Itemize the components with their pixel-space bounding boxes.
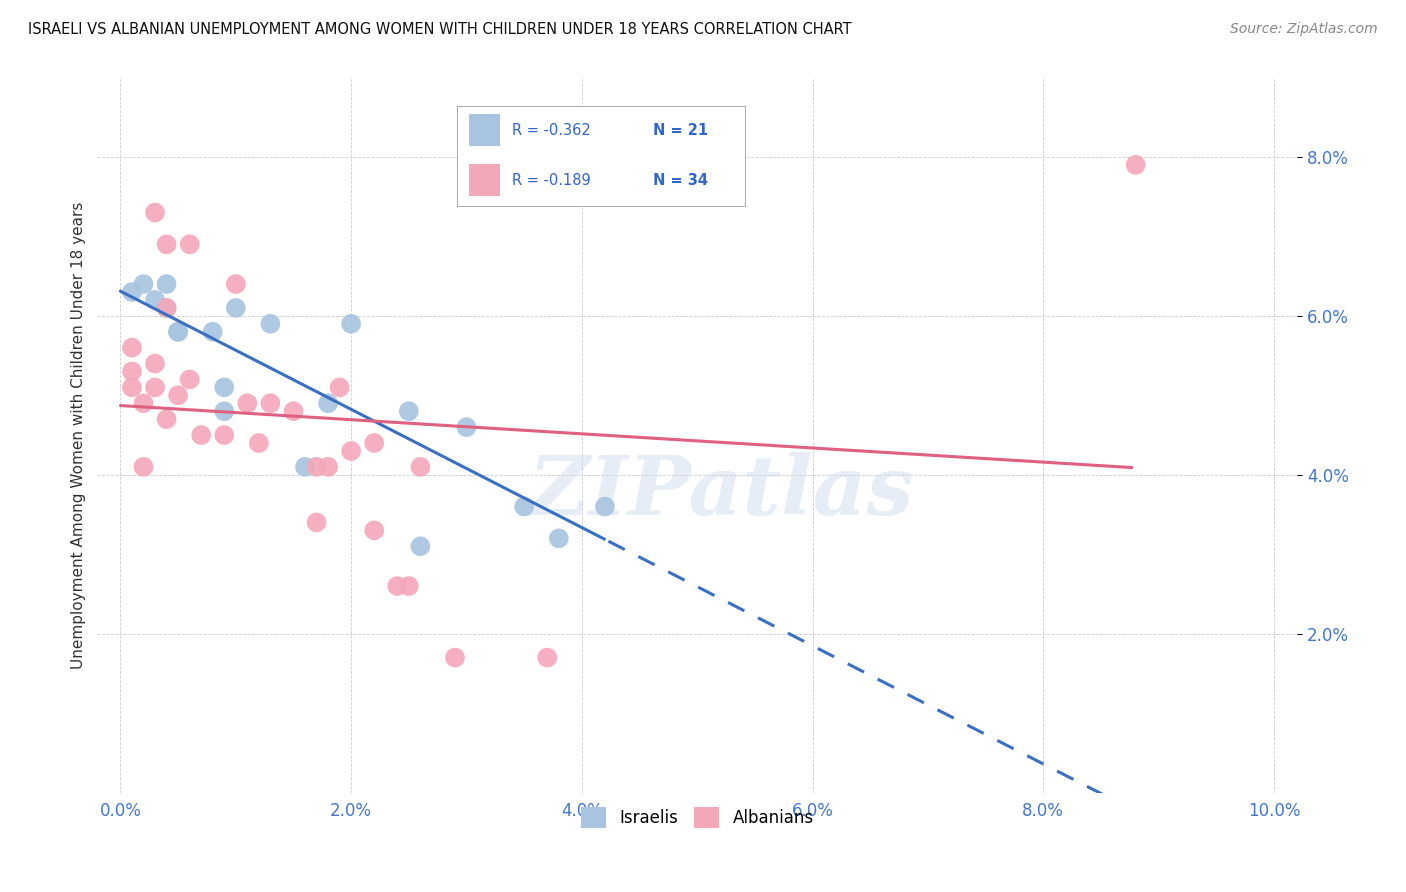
Point [316, 459, 339, 474]
Point [236, 396, 259, 410]
Point [201, 325, 224, 339]
Point [283, 404, 305, 418]
Text: ZIPatlas: ZIPatlas [529, 452, 914, 533]
Point [536, 650, 558, 665]
Point [259, 396, 281, 410]
Point [1125, 158, 1147, 172]
Point [363, 524, 385, 538]
Point [259, 317, 281, 331]
Point [387, 579, 409, 593]
Point [247, 436, 270, 450]
Point [547, 532, 569, 546]
Point [179, 237, 201, 252]
Point [329, 380, 352, 394]
Point [143, 293, 166, 307]
Point [190, 428, 212, 442]
Point [132, 277, 155, 291]
Point [167, 325, 190, 339]
Point [444, 650, 467, 665]
Point [132, 459, 155, 474]
Point [212, 380, 235, 394]
Point [121, 380, 143, 394]
Point [121, 364, 143, 378]
Text: ISRAELI VS ALBANIAN UNEMPLOYMENT AMONG WOMEN WITH CHILDREN UNDER 18 YEARS CORREL: ISRAELI VS ALBANIAN UNEMPLOYMENT AMONG W… [28, 22, 852, 37]
Point [212, 404, 235, 418]
Y-axis label: Unemployment Among Women with Children Under 18 years: Unemployment Among Women with Children U… [72, 202, 86, 669]
Point [155, 237, 177, 252]
Point [593, 500, 616, 514]
Point [143, 380, 166, 394]
Point [294, 459, 316, 474]
Point [143, 205, 166, 219]
Point [398, 579, 420, 593]
Point [155, 301, 177, 315]
Point [363, 436, 385, 450]
Point [316, 396, 339, 410]
Point [225, 301, 247, 315]
Text: Source: ZipAtlas.com: Source: ZipAtlas.com [1230, 22, 1378, 37]
Point [513, 500, 536, 514]
Point [121, 341, 143, 355]
Point [340, 317, 363, 331]
Point [456, 420, 478, 434]
Point [225, 277, 247, 291]
Point [155, 277, 177, 291]
Point [167, 388, 190, 402]
Point [155, 301, 177, 315]
Point [409, 539, 432, 553]
Point [155, 412, 177, 426]
Point [143, 357, 166, 371]
Point [398, 404, 420, 418]
Point [340, 444, 363, 458]
Point [305, 516, 328, 530]
Point [212, 428, 235, 442]
Point [121, 285, 143, 299]
Legend: Israelis, Albanians: Israelis, Albanians [574, 801, 821, 834]
Point [409, 459, 432, 474]
Point [167, 325, 190, 339]
Point [179, 372, 201, 386]
Point [132, 396, 155, 410]
Point [305, 459, 328, 474]
